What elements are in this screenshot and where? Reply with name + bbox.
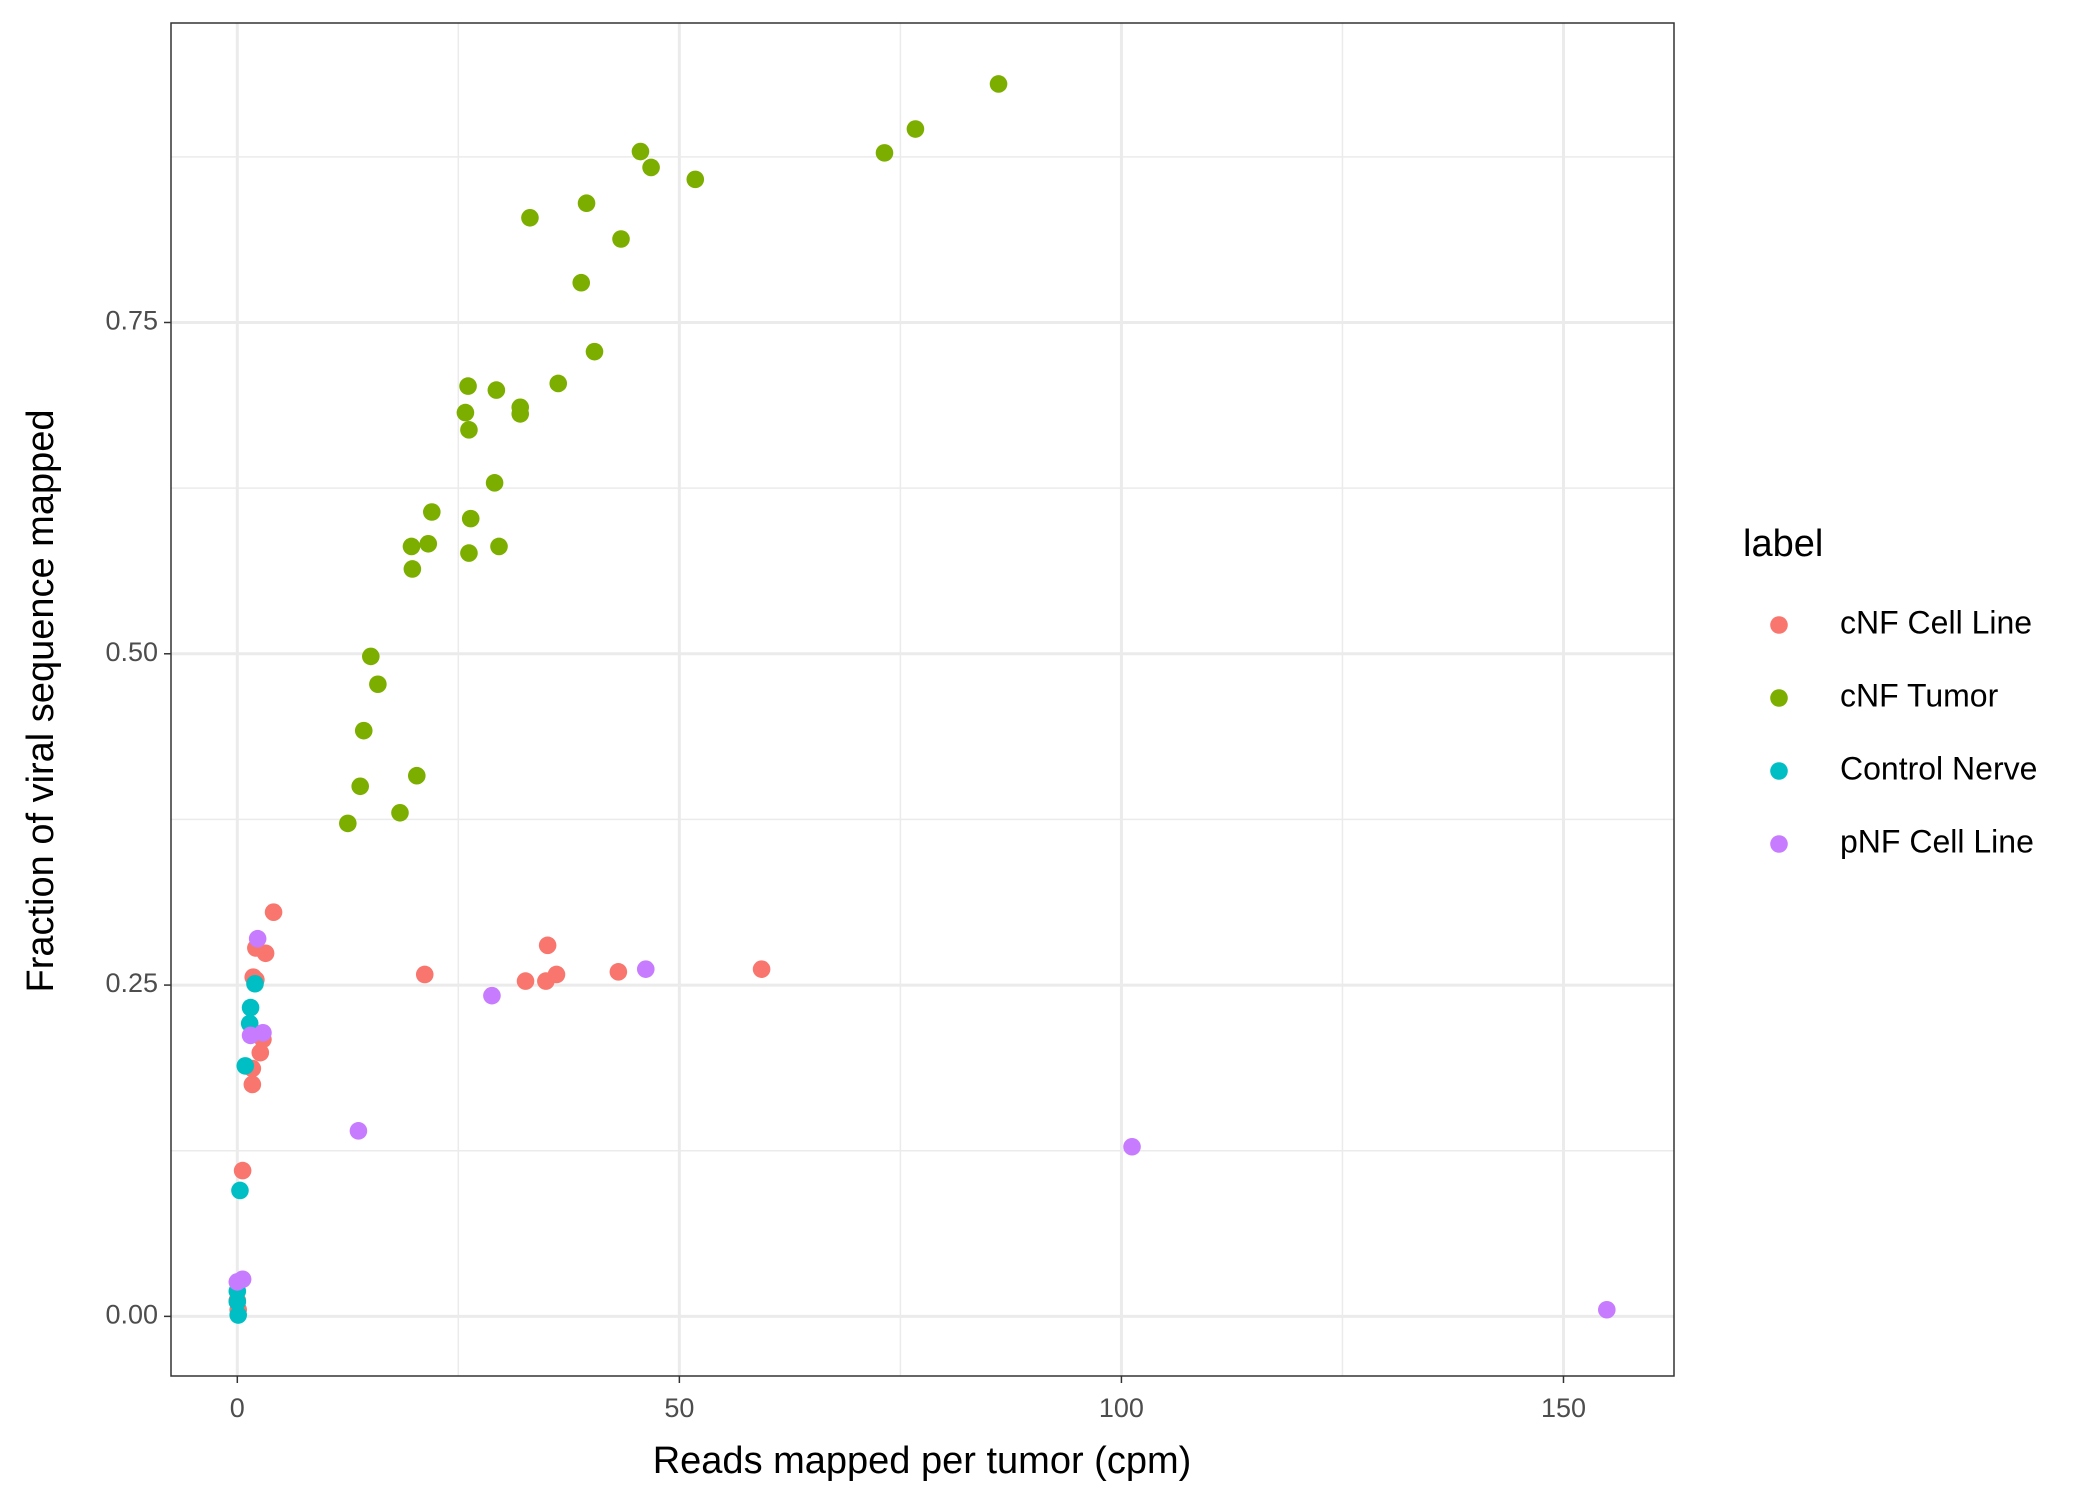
point [1598,1300,1616,1319]
point [391,804,409,822]
point [228,1273,247,1291]
point [362,647,380,666]
x-axis-title: Reads mapped per tumor (cpm) [653,1440,1192,1482]
point [256,944,275,963]
x-tick-label: 100 [1099,1393,1144,1423]
y-tick-label: 0.00 [105,1299,158,1329]
point [875,144,894,162]
point [243,1075,262,1094]
point [231,1181,249,1200]
legend-key [1770,689,1788,707]
x-tick-label: 0 [230,1393,245,1423]
y-tick-label: 0.50 [105,637,158,667]
point [483,986,501,1005]
legend-title: label [1743,523,1823,565]
point [415,965,434,984]
legend-label: cNF Tumor [1840,677,1999,713]
point [460,421,478,439]
point [459,377,477,395]
point [752,960,771,978]
point [251,1043,270,1062]
point [246,974,264,993]
point [423,503,441,521]
point [989,75,1008,93]
point [339,814,357,833]
point [521,209,539,227]
point [516,972,535,990]
point [369,675,387,694]
point [349,1122,368,1140]
point [229,1306,247,1324]
point [490,537,508,556]
point [228,1292,247,1311]
point [631,142,650,161]
legend-key [1770,835,1788,853]
point [407,766,426,785]
legend-label: Control Nerve [1840,750,2037,786]
point [248,929,267,948]
legend-label: pNF Cell Line [1840,823,2034,859]
x-tick-label: 50 [664,1393,694,1423]
point [485,474,504,492]
y-axis-title: Fraction of viral sequence mapped [20,410,62,993]
x-tick-label: 150 [1541,1393,1586,1423]
point [906,120,925,138]
point [585,342,604,361]
point [419,534,438,553]
point [547,965,566,984]
point [577,194,596,213]
point [402,537,421,556]
point [461,509,480,528]
point [612,230,630,248]
y-tick-label: 0.75 [105,306,158,336]
panel-border [170,22,1675,1377]
point [233,1161,252,1180]
point [538,936,557,955]
point [549,374,568,393]
point [354,721,373,740]
point [1123,1137,1141,1156]
point [456,403,475,422]
point [642,158,660,177]
point [511,405,530,423]
point [686,170,705,189]
y-tick-label: 0.25 [105,968,158,998]
point [241,998,260,1017]
point [241,1026,260,1045]
point [636,960,655,978]
legend-key [1770,616,1788,634]
legend-label: cNF Cell Line [1840,604,2032,640]
point [487,381,506,399]
legend-key [1770,762,1788,780]
point [403,560,422,578]
point [460,544,478,562]
point [572,273,591,292]
point [609,963,628,981]
point [236,1057,255,1075]
panel [171,23,1674,1376]
point [351,777,370,796]
point [264,903,283,921]
